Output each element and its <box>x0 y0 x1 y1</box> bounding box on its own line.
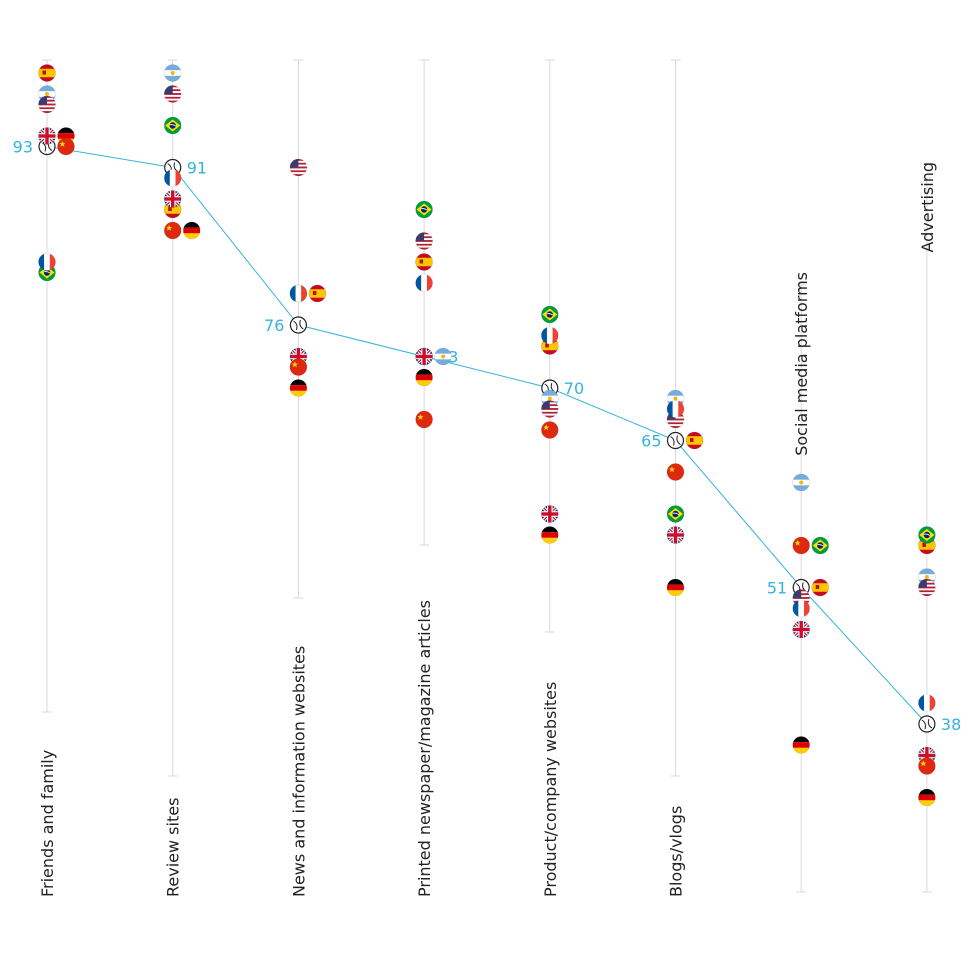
global-value-label: 65 <box>641 432 661 451</box>
flag-france-news-and-information-websites <box>289 284 308 303</box>
category-label-news-and-information-websites: News and information websites <box>289 646 308 897</box>
flag-china-news-and-information-websites <box>289 358 308 376</box>
flag-france-product-company-websites <box>540 326 559 345</box>
category-axes: Friends and family Review sites News and i… <box>38 59 937 897</box>
category-label-blogs-vlogs: Blogs/vlogs <box>667 806 686 897</box>
flag-united-kingdom-review-sites <box>163 190 182 208</box>
flag-france-review-sites <box>163 169 182 187</box>
global-marker-blogs-vlogs <box>666 431 685 450</box>
flag-china-friends-and-family <box>57 137 75 156</box>
global-average-series: 9391767370655138 <box>13 138 962 735</box>
global-value-label: 93 <box>13 138 33 157</box>
flag-united-kingdom-social-media-platforms <box>792 620 811 639</box>
flag-china-product-company-websites <box>540 421 559 439</box>
flag-brazil-product-company-websites <box>540 305 559 324</box>
flag-france-printed-newspaper-magazine-articles <box>415 274 433 292</box>
flag-china-review-sites <box>163 221 182 240</box>
flag-france-blogs-vlogs <box>666 400 685 418</box>
category-label-friends-and-family: Friends and family <box>38 750 57 897</box>
category-label-social-media-platforms: Social media platforms <box>792 272 811 456</box>
flag-united-states-friends-and-family <box>38 95 56 114</box>
flag-united-states-printed-newspaper-magazine-articles <box>415 232 433 250</box>
flag-united-states-product-company-websites <box>540 400 559 418</box>
flag-argentina-social-media-platforms <box>792 473 811 492</box>
flag-brazil-blogs-vlogs <box>666 505 685 523</box>
flag-spain-news-and-information-websites <box>308 284 327 303</box>
global-value-label: 70 <box>564 379 584 398</box>
flag-united-kingdom-blogs-vlogs <box>666 526 685 544</box>
category-label-product-company-websites: Product/company websites <box>541 682 560 897</box>
global-value-label: 38 <box>941 715 961 734</box>
category-label-review-sites: Review sites <box>164 798 183 897</box>
flag-united-states-review-sites <box>163 85 182 103</box>
flag-france-advertising <box>918 694 936 712</box>
global-value-label: 76 <box>264 316 284 335</box>
flag-china-social-media-platforms <box>792 536 811 555</box>
flag-united-states-news-and-information-websites <box>289 158 308 177</box>
flag-spain-friends-and-family <box>38 64 56 82</box>
flag-argentina-review-sites <box>163 64 182 82</box>
flag-china-blogs-vlogs <box>666 463 685 481</box>
global-marker-news-and-information-websites <box>289 316 307 334</box>
flag-spain-blogs-vlogs <box>685 431 704 450</box>
flag-germany-social-media-platforms <box>792 736 811 754</box>
flag-united-kingdom-printed-newspaper-magazine-articles <box>415 347 433 366</box>
global-value-label: 91 <box>187 159 207 178</box>
global-average-line <box>46 146 928 725</box>
flag-brazil-review-sites <box>163 116 182 135</box>
global-marker-advertising <box>918 715 936 733</box>
flag-germany-news-and-information-websites <box>289 379 308 397</box>
flag-france-social-media-platforms <box>792 599 811 618</box>
flag-united-kingdom-friends-and-family <box>38 127 56 145</box>
flag-argentina-printed-newspaper-magazine-articles <box>434 347 452 366</box>
category-label-printed-newspaper-magazine-articles: Printed newspaper/magazine articles <box>415 600 434 897</box>
flag-germany-printed-newspaper-magazine-articles <box>415 368 433 387</box>
flag-united-states-advertising <box>918 578 936 597</box>
flag-germany-advertising <box>918 788 936 807</box>
flag-germany-review-sites <box>182 221 201 240</box>
global-value-label: 51 <box>767 579 787 598</box>
flag-united-kingdom-product-company-websites <box>540 505 559 523</box>
flag-france-friends-and-family <box>38 253 56 271</box>
flag-brazil-advertising <box>918 526 936 544</box>
flag-germany-product-company-websites <box>540 526 559 544</box>
flag-china-printed-newspaper-magazine-articles <box>415 410 433 429</box>
flag-china-advertising <box>918 757 936 775</box>
flag-brazil-social-media-platforms <box>811 536 830 555</box>
flag-spain-social-media-platforms <box>811 578 830 597</box>
category-label-advertising: Advertising <box>918 162 937 253</box>
flag-germany-blogs-vlogs <box>666 578 685 597</box>
flag-spain-printed-newspaper-magazine-articles <box>415 253 433 271</box>
country-flags <box>38 64 936 807</box>
flag-brazil-printed-newspaper-magazine-articles <box>415 200 433 219</box>
